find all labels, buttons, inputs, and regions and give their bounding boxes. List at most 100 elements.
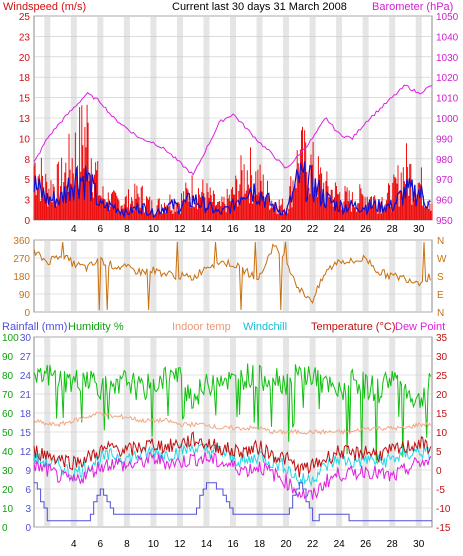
direction-tick-label: 360 [13, 236, 30, 247]
rainfall-tick-label: 30 [20, 333, 32, 344]
climate-x-tick-label: 12 [174, 539, 186, 550]
compass-tick-label: S [437, 272, 444, 283]
rainfall-tick-label: 0 [25, 523, 31, 534]
barometer-axis-title: Barometer (hPa) [372, 1, 453, 13]
barometer-tick-label: 1020 [436, 73, 459, 84]
rainfall-tick-label: 21 [20, 390, 32, 401]
windspeed-tick-label: 18 [19, 73, 31, 84]
windspeed-tick-label: 15 [19, 94, 31, 105]
humidity-tick-label: 30 [2, 466, 14, 477]
barometer-tick-label: 960 [436, 196, 453, 207]
wind-x-tick-label: 18 [254, 224, 266, 235]
chart-main-title: Current last 30 days 31 March 2008 [172, 1, 347, 13]
humidity-tick-label: 10 [2, 504, 14, 515]
direction-tick-label: 270 [13, 254, 30, 265]
chart-marks-layer: 4466881010121214141616181820202222242426… [2, 12, 459, 550]
barometer-tick-label: 990 [436, 134, 453, 145]
wind-x-tick-label: 8 [124, 224, 130, 235]
legend-temperature: Temperature (°C) [311, 321, 395, 333]
wind-average-series [33, 161, 431, 219]
windspeed-tick-label: 0 [24, 216, 30, 227]
climate-x-tick-label: 28 [387, 539, 399, 550]
legend-humidity: Humidity % [68, 321, 124, 333]
temperature-tick-label: 25 [436, 371, 448, 382]
indoor-temp-series [33, 411, 432, 436]
humidity-tick-label: 0 [2, 523, 8, 534]
direction-tick-label: 90 [19, 290, 31, 301]
windchill-series [33, 442, 432, 487]
climate-x-tick-label: 16 [227, 539, 239, 550]
legend-windchill: Windchill [243, 321, 287, 333]
rainfall-tick-label: 27 [20, 352, 32, 363]
wind-x-tick-label: 10 [148, 224, 160, 235]
temperature-tick-label: 15 [436, 409, 448, 420]
humidity-tick-label: 20 [2, 485, 14, 496]
barometer-tick-label: 1010 [436, 94, 459, 105]
barometer-tick-label: 1040 [436, 32, 459, 43]
temperature-c-series [33, 431, 432, 478]
temperature-tick-label: 5 [436, 447, 442, 458]
wind-direction-series [33, 241, 431, 311]
barometer-tick-label: 980 [436, 155, 453, 166]
rainfall-tick-label: 6 [25, 485, 31, 496]
compass-tick-label: N [437, 308, 444, 319]
wind-x-tick-label: 6 [98, 224, 104, 235]
climate-x-tick-label: 24 [334, 539, 346, 550]
humidity-tick-label: 40 [2, 447, 14, 458]
humidity-tick-label: 80 [2, 371, 14, 382]
climate-x-tick-label: 10 [148, 539, 160, 550]
wind-x-tick-label: 26 [360, 224, 372, 235]
rainfall-tick-label: 3 [25, 504, 31, 515]
temperature-tick-label: -5 [436, 485, 445, 496]
barometer-tick-label: 970 [436, 175, 453, 186]
wind-x-tick-label: 28 [387, 224, 399, 235]
humidity-series [33, 363, 432, 464]
temperature-tick-label: 0 [436, 466, 442, 477]
barometer-tick-label: 1000 [436, 114, 459, 125]
wind-x-tick-label: 30 [413, 224, 425, 235]
rainfall-tick-label: 24 [20, 371, 32, 382]
legend-indoor: Indoor temp [172, 321, 231, 333]
climate-x-tick-label: 14 [201, 539, 213, 550]
climate-x-tick-label: 6 [98, 539, 104, 550]
wind-x-tick-label: 16 [227, 224, 239, 235]
dew-point-series [33, 451, 432, 500]
humidity-tick-label: 100 [2, 333, 19, 344]
climate-x-tick-label: 22 [307, 539, 319, 550]
windspeed-tick-label: 8 [24, 155, 30, 166]
rainfall-tick-label: 15 [20, 428, 32, 439]
temperature-tick-label: 20 [436, 390, 448, 401]
climate-x-tick-label: 26 [360, 539, 372, 550]
temperature-tick-label: -10 [436, 504, 451, 515]
compass-tick-label: E [437, 290, 444, 301]
temperature-tick-label: -15 [436, 523, 451, 534]
windspeed-tick-label: 13 [19, 114, 31, 125]
wind-x-tick-label: 24 [334, 224, 346, 235]
humidity-tick-label: 70 [2, 390, 14, 401]
windspeed-tick-label: 5 [24, 175, 30, 186]
wind-x-tick-label: 14 [201, 224, 213, 235]
wind-x-tick-label: 20 [281, 224, 293, 235]
direction-tick-label: 0 [24, 308, 30, 319]
direction-tick-label: 180 [13, 272, 30, 283]
rainfall-tick-label: 9 [25, 466, 31, 477]
rainfall-mm-series [34, 482, 432, 522]
wind-x-tick-label: 12 [174, 224, 186, 235]
windspeed-tick-label: 20 [19, 53, 31, 64]
barometer-series [33, 84, 433, 176]
climate-x-tick-label: 18 [254, 539, 266, 550]
humidity-tick-label: 90 [2, 352, 14, 363]
temperature-tick-label: 35 [436, 333, 448, 344]
windspeed-tick-label: 23 [19, 32, 31, 43]
wind-x-tick-label: 4 [71, 224, 77, 235]
legend-rainfall: Rainfall (mm) [2, 321, 67, 333]
wind-x-tick-label: 22 [307, 224, 319, 235]
windspeed-tick-label: 3 [24, 196, 30, 207]
climate-x-tick-label: 20 [281, 539, 293, 550]
legend-dewpoint: Dew Point [395, 321, 445, 333]
barometer-tick-label: 1030 [436, 53, 459, 64]
rainfall-tick-label: 18 [20, 409, 32, 420]
compass-tick-label: W [437, 254, 447, 265]
climate-x-tick-label: 8 [124, 539, 130, 550]
